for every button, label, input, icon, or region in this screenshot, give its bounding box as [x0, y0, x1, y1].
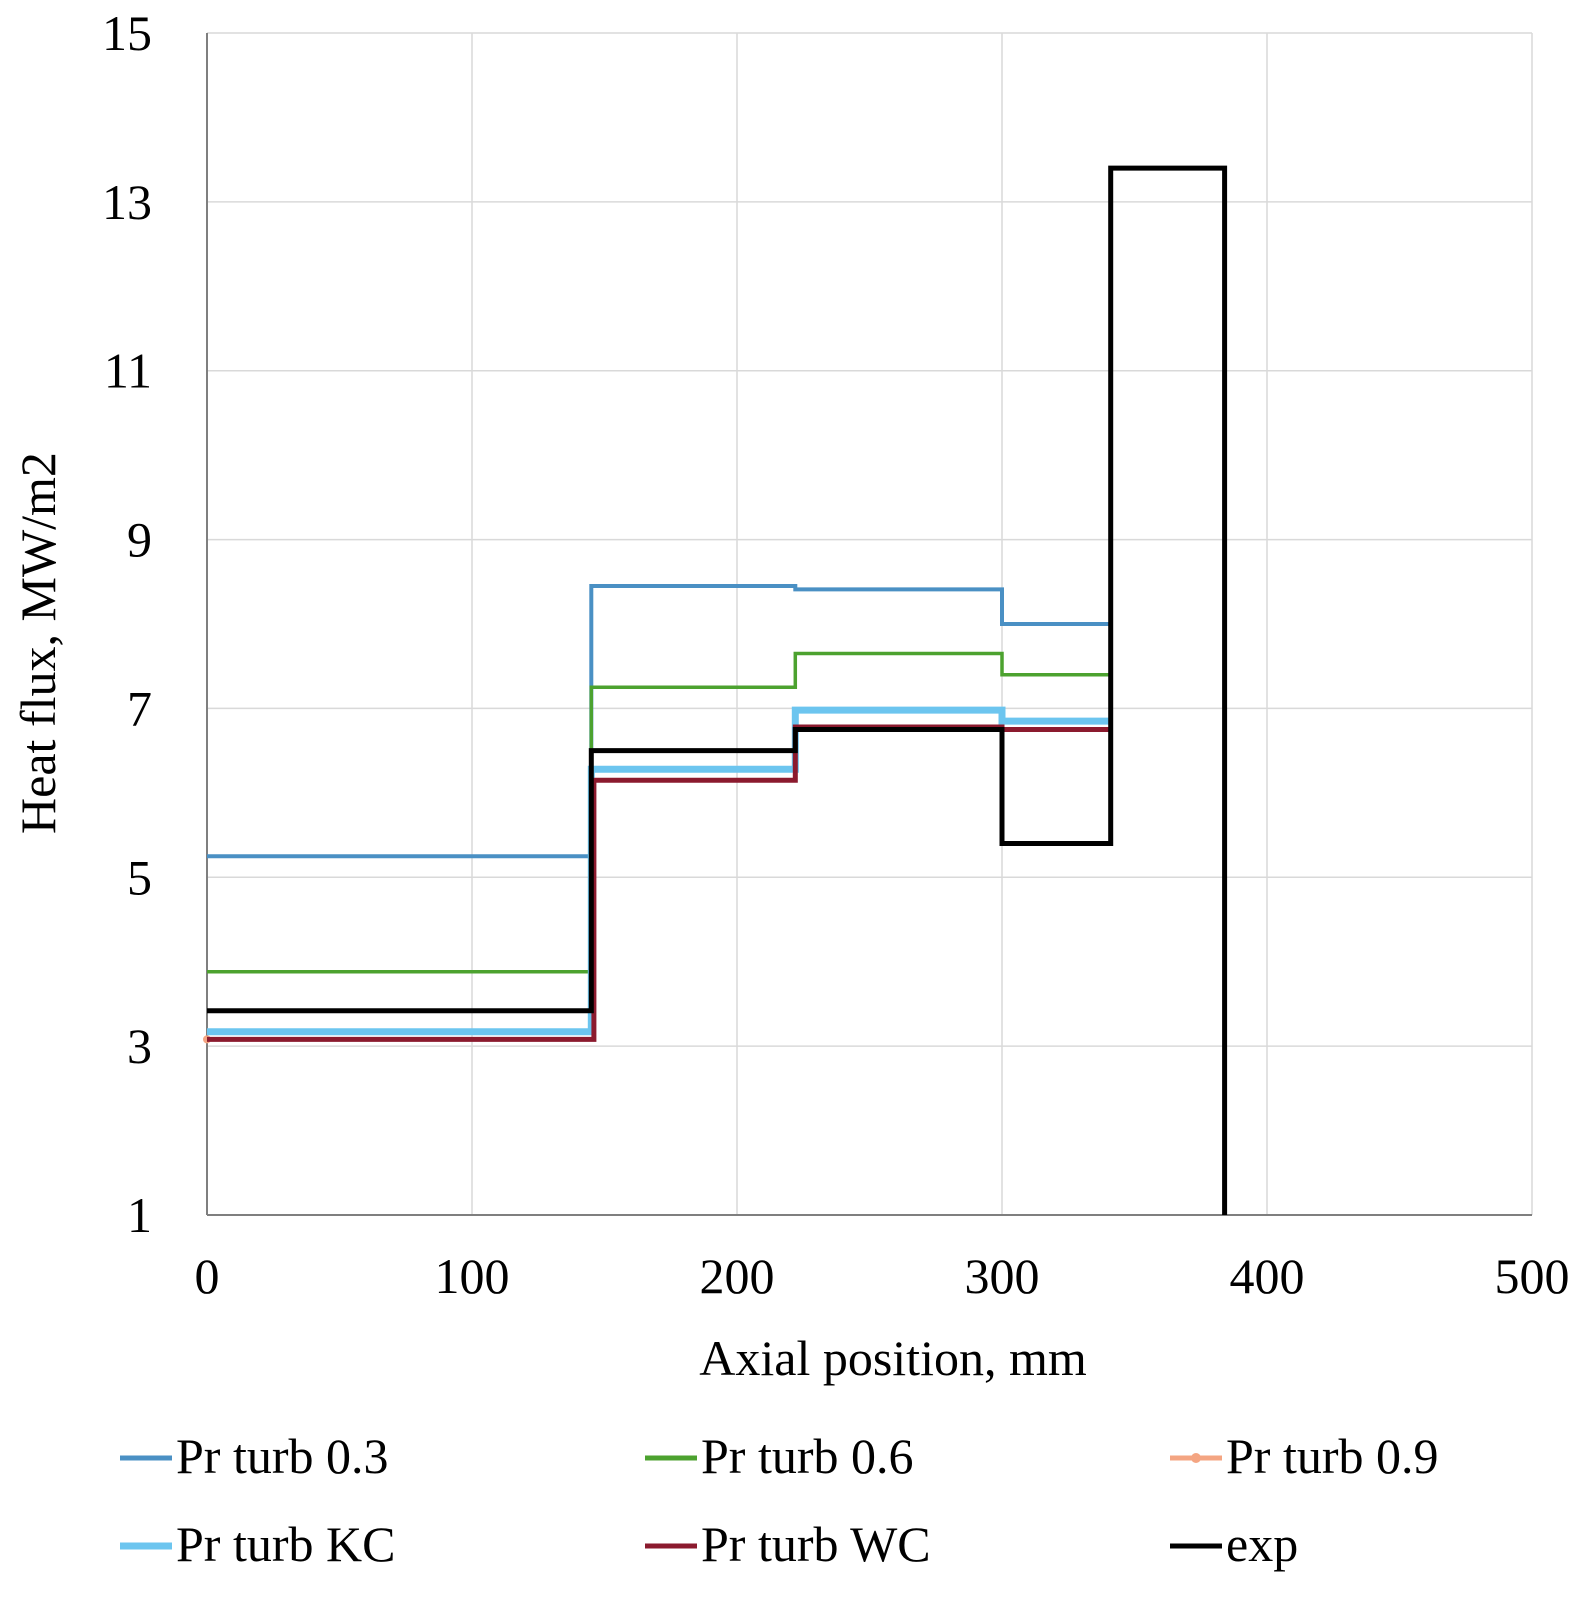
gridlines: [207, 32, 1533, 1215]
series-line-pr-turb-wc: [207, 724, 1111, 1042]
legend-item: Pr turb 0.9: [1170, 1428, 1439, 1484]
legend-item: exp: [1170, 1516, 1298, 1572]
legend-label: Pr turb KC: [176, 1516, 395, 1572]
y-tick-label: 15: [102, 5, 152, 61]
x-axis-title: Axial position, mm: [699, 1330, 1087, 1386]
y-tick-label: 5: [127, 849, 152, 905]
legend-label: Pr turb WC: [701, 1516, 931, 1572]
y-tick-label: 9: [127, 512, 152, 568]
axes: [206, 33, 1532, 1216]
legend-item: Pr turb 0.3: [120, 1428, 389, 1484]
x-tick-label: 400: [1230, 1248, 1305, 1304]
y-axis-title: Heat flux, MW/m2: [10, 452, 66, 834]
legend-label: Pr turb 0.9: [1226, 1428, 1439, 1484]
y-tick-label: 11: [104, 343, 152, 399]
x-tick-label: 300: [965, 1248, 1040, 1304]
y-tick-label: 13: [102, 174, 152, 230]
y-tick-label: 3: [127, 1018, 152, 1074]
legend-item: Pr turb KC: [120, 1516, 395, 1572]
x-tick-label: 0: [195, 1248, 220, 1304]
legend-marker: [1191, 1453, 1201, 1463]
series-group: [203, 165, 1228, 1215]
x-tick-label: 500: [1495, 1248, 1570, 1304]
series-line-pr-turb-0-6: [207, 651, 1111, 974]
x-tick-label: 100: [435, 1248, 510, 1304]
legend-item: Pr turb 0.6: [645, 1428, 914, 1484]
legend: Pr turb 0.3 Pr turb 0.6 Pr turb 0.9 Pr turb…: [120, 1428, 1439, 1572]
y-tick-label: 7: [127, 680, 152, 736]
x-tick-label: 200: [700, 1248, 775, 1304]
y-tick-label: 1: [127, 1187, 152, 1243]
series-line-exp: [207, 165, 1228, 1215]
series-line-pr-turb-0-9: [207, 725, 1111, 1041]
legend-label: exp: [1226, 1516, 1298, 1572]
legend-label: Pr turb 0.3: [176, 1428, 389, 1484]
legend-item: Pr turb WC: [645, 1516, 931, 1572]
series-line-pr-turb-kc: [207, 706, 1111, 1036]
series-line-pr-turb-0-3: [207, 584, 1111, 859]
legend-label: Pr turb 0.6: [701, 1428, 914, 1484]
